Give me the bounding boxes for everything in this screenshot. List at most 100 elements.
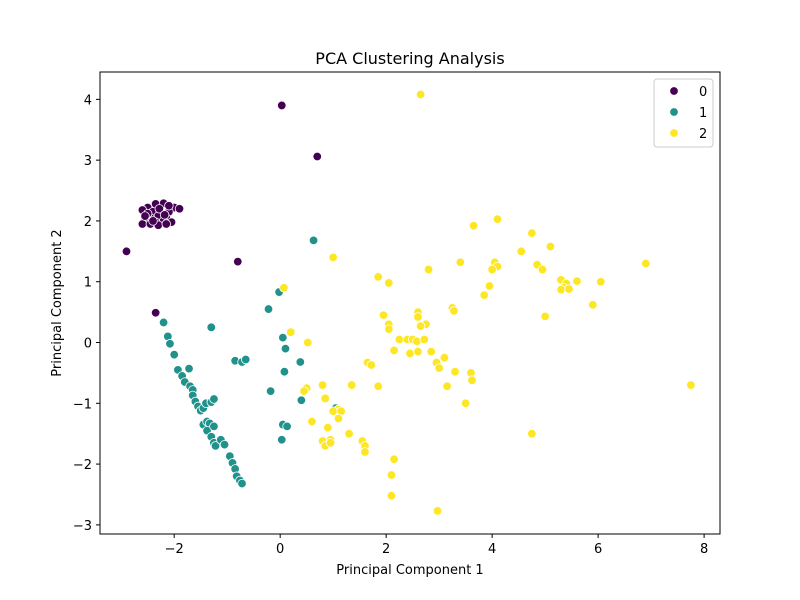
scatter-point-cluster-1 xyxy=(295,357,306,367)
scatter-point-cluster-2 xyxy=(279,283,289,293)
scatter-point-cluster-1 xyxy=(219,439,230,450)
legend-label-2: 2 xyxy=(699,127,707,142)
scatter-point-cluster-0 xyxy=(121,246,132,257)
scatter-point-cluster-0 xyxy=(277,100,287,111)
scatter-point-cluster-2 xyxy=(360,447,370,457)
scatter-point-cluster-2 xyxy=(373,272,383,282)
y-tick-label: −2 xyxy=(73,458,92,473)
y-tick-label: 4 xyxy=(84,93,92,108)
y-axis-label: Principal Component 2 xyxy=(50,229,65,376)
scatter-point-cluster-2 xyxy=(686,380,696,390)
scatter-point-cluster-2 xyxy=(439,353,450,363)
y-tick-label: −1 xyxy=(73,397,92,412)
x-axis-label: Principal Component 1 xyxy=(336,563,483,578)
scatter-point-cluster-2 xyxy=(325,438,336,448)
scatter-point-cluster-0 xyxy=(164,201,174,211)
scatter-point-cluster-2 xyxy=(307,416,317,427)
scatter-point-cluster-2 xyxy=(556,284,566,295)
scatter-point-cluster-2 xyxy=(320,393,330,404)
scatter-point-cluster-0 xyxy=(233,256,243,267)
scatter-point-cluster-1 xyxy=(279,366,290,377)
scatter-point-cluster-0 xyxy=(161,219,171,229)
scatter-point-cluster-2 xyxy=(333,413,344,424)
scatter-point-cluster-1 xyxy=(263,304,274,314)
scatter-point-cluster-2 xyxy=(415,321,426,331)
legend-marker-2 xyxy=(669,128,679,138)
scatter-point-cluster-0 xyxy=(148,216,158,226)
scatter-point-cluster-0 xyxy=(150,308,161,318)
x-tick-label: 0 xyxy=(276,542,284,557)
x-tick-label: 2 xyxy=(382,542,390,557)
scatter-point-cluster-1 xyxy=(206,322,216,333)
scatter-point-cluster-2 xyxy=(545,241,556,252)
scatter-point-cluster-0 xyxy=(174,204,185,214)
scatter-point-cluster-2 xyxy=(537,264,548,275)
y-tick-label: 1 xyxy=(84,276,92,291)
scatter-point-cluster-1 xyxy=(158,317,169,328)
scatter-point-cluster-2 xyxy=(386,470,397,480)
y-tick-label: 3 xyxy=(84,154,92,169)
legend-marker-1 xyxy=(669,107,679,117)
scatter-point-cluster-2 xyxy=(484,281,495,291)
scatter-point-cluster-2 xyxy=(449,306,459,316)
scatter-point-cluster-1 xyxy=(209,421,219,432)
x-tick-label: 6 xyxy=(594,542,602,557)
scatter-point-cluster-2 xyxy=(286,327,296,337)
scatter-point-cluster-2 xyxy=(460,398,471,409)
scatter-point-cluster-2 xyxy=(378,310,389,320)
scatter-point-cluster-2 xyxy=(450,366,460,377)
scatter-point-cluster-1 xyxy=(169,349,179,360)
scatter-point-cluster-2 xyxy=(344,429,354,439)
scatter-point-cluster-2 xyxy=(394,334,405,345)
scatter-point-cluster-2 xyxy=(328,252,338,263)
scatter-point-cluster-2 xyxy=(540,311,550,322)
scatter-point-cluster-1 xyxy=(165,339,175,349)
scatter-point-cluster-1 xyxy=(282,421,292,432)
legend-marker-0 xyxy=(669,86,679,96)
scatter-point-cluster-1 xyxy=(296,395,307,405)
scatter-point-cluster-2 xyxy=(323,422,333,433)
scatter-point-cluster-2 xyxy=(468,221,479,231)
scatter-point-cluster-2 xyxy=(423,264,434,275)
legend: 0 1 2 xyxy=(653,78,714,148)
scatter-point-cluster-2 xyxy=(588,300,598,310)
scatter-point-cluster-2 xyxy=(432,506,443,516)
scatter-point-cluster-1 xyxy=(308,235,319,246)
scatter-point-cluster-1 xyxy=(210,441,221,451)
scatter-point-cluster-2 xyxy=(455,257,466,267)
scatter-point-cluster-2 xyxy=(389,345,399,356)
scatter-point-cluster-1 xyxy=(265,386,276,396)
scatter-point-cluster-2 xyxy=(641,258,651,269)
chart-title: PCA Clustering Analysis xyxy=(315,49,504,68)
scatter-point-cluster-2 xyxy=(317,380,328,390)
y-axis: −3 −2 −1 0 1 2 3 4 xyxy=(73,93,100,534)
scatter-point-cluster-0 xyxy=(312,151,322,162)
scatter-point-cluster-0 xyxy=(159,210,170,220)
y-tick-label: −3 xyxy=(73,519,92,534)
y-tick-label: 2 xyxy=(84,215,92,230)
plot-frame xyxy=(99,71,721,535)
scatter-point-cluster-2 xyxy=(479,290,489,300)
scatter-point-cluster-2 xyxy=(564,284,574,294)
scatter-point-cluster-2 xyxy=(426,346,436,357)
x-axis: −2 0 2 4 6 8 xyxy=(165,534,708,557)
scatter-point-cluster-2 xyxy=(434,363,444,373)
points-layer xyxy=(121,89,696,516)
scatter-point-cluster-2 xyxy=(384,278,394,288)
scatter-point-cluster-2 xyxy=(442,381,452,391)
scatter-point-cluster-2 xyxy=(572,276,582,286)
scatter-point-cluster-1 xyxy=(277,435,287,445)
legend-label-1: 1 xyxy=(699,106,707,121)
scatter-point-cluster-2 xyxy=(413,346,423,357)
legend-label-0: 0 xyxy=(699,85,707,100)
scatter-point-cluster-0 xyxy=(140,211,150,221)
scatter-point-cluster-2 xyxy=(299,386,309,396)
scatter-point-cluster-1 xyxy=(278,332,288,343)
legend-box xyxy=(653,78,714,148)
scatter-point-cluster-2 xyxy=(373,381,383,391)
scatter-point-cluster-2 xyxy=(389,454,399,464)
scatter-point-cluster-2 xyxy=(303,337,313,348)
x-tick-label: −2 xyxy=(165,542,184,557)
scatter-point-cluster-1 xyxy=(184,363,194,374)
